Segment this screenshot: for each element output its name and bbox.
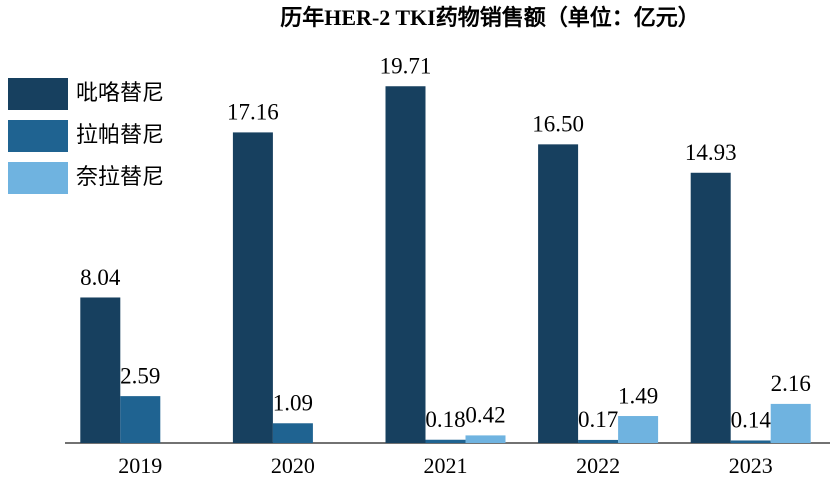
value-label: 0.14 — [731, 408, 772, 433]
bar — [120, 396, 161, 443]
legend-swatch — [8, 162, 68, 194]
legend-label: 奈拉替尼 — [76, 165, 164, 190]
value-label: 19.71 — [380, 54, 432, 79]
bar — [618, 416, 659, 443]
x-tick-label: 2022 — [576, 453, 620, 478]
value-label: 1.09 — [273, 391, 313, 416]
legend-swatch — [8, 78, 68, 110]
x-tick-label: 2020 — [271, 453, 315, 478]
chart-title: 历年HER-2 TKI药物销售额（单位：亿元） — [280, 5, 699, 30]
legend-label: 吡咯替尼 — [76, 81, 164, 106]
value-label: 14.93 — [685, 140, 737, 165]
x-tick-label: 2023 — [729, 453, 773, 478]
value-label: 8.04 — [80, 265, 121, 290]
value-label: 16.50 — [532, 112, 584, 137]
bar — [730, 440, 771, 443]
bar — [425, 439, 466, 443]
value-label: 0.42 — [465, 403, 505, 428]
bar — [232, 132, 273, 444]
bar — [272, 423, 313, 443]
bar — [538, 144, 579, 443]
bar — [770, 403, 811, 443]
value-label: 2.59 — [120, 363, 160, 388]
bar — [465, 435, 506, 443]
bar — [690, 172, 731, 443]
value-label: 0.17 — [578, 407, 618, 432]
bar — [80, 297, 121, 443]
value-label: 1.49 — [618, 383, 658, 408]
x-tick-label: 2021 — [424, 453, 468, 478]
value-label: 0.18 — [425, 407, 465, 432]
legend-swatch — [8, 120, 68, 152]
value-label: 17.16 — [227, 100, 279, 125]
x-tick-label: 2019 — [118, 453, 162, 478]
value-label: 2.16 — [771, 371, 811, 396]
bar — [578, 439, 619, 443]
bar — [385, 86, 426, 444]
legend-label: 拉帕替尼 — [76, 123, 164, 148]
